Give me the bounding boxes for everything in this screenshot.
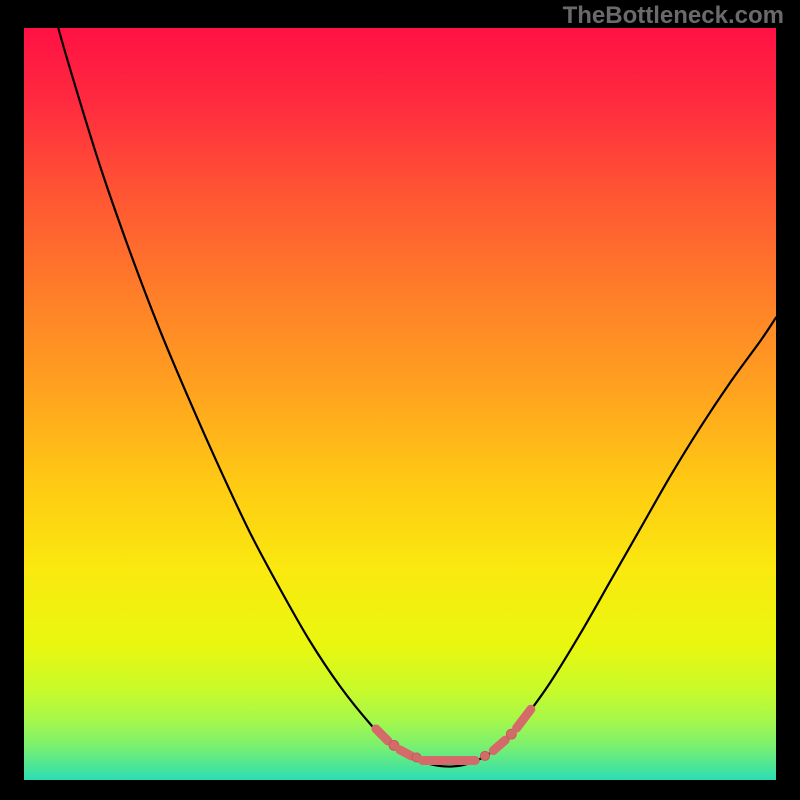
marker-dot	[480, 751, 489, 760]
chart-frame: TheBottleneck.com	[0, 0, 800, 800]
plot-area	[24, 28, 776, 780]
gradient-background	[24, 28, 776, 780]
watermark-text: TheBottleneck.com	[563, 2, 784, 30]
chart-svg	[24, 28, 776, 780]
marker-segment	[400, 750, 411, 756]
